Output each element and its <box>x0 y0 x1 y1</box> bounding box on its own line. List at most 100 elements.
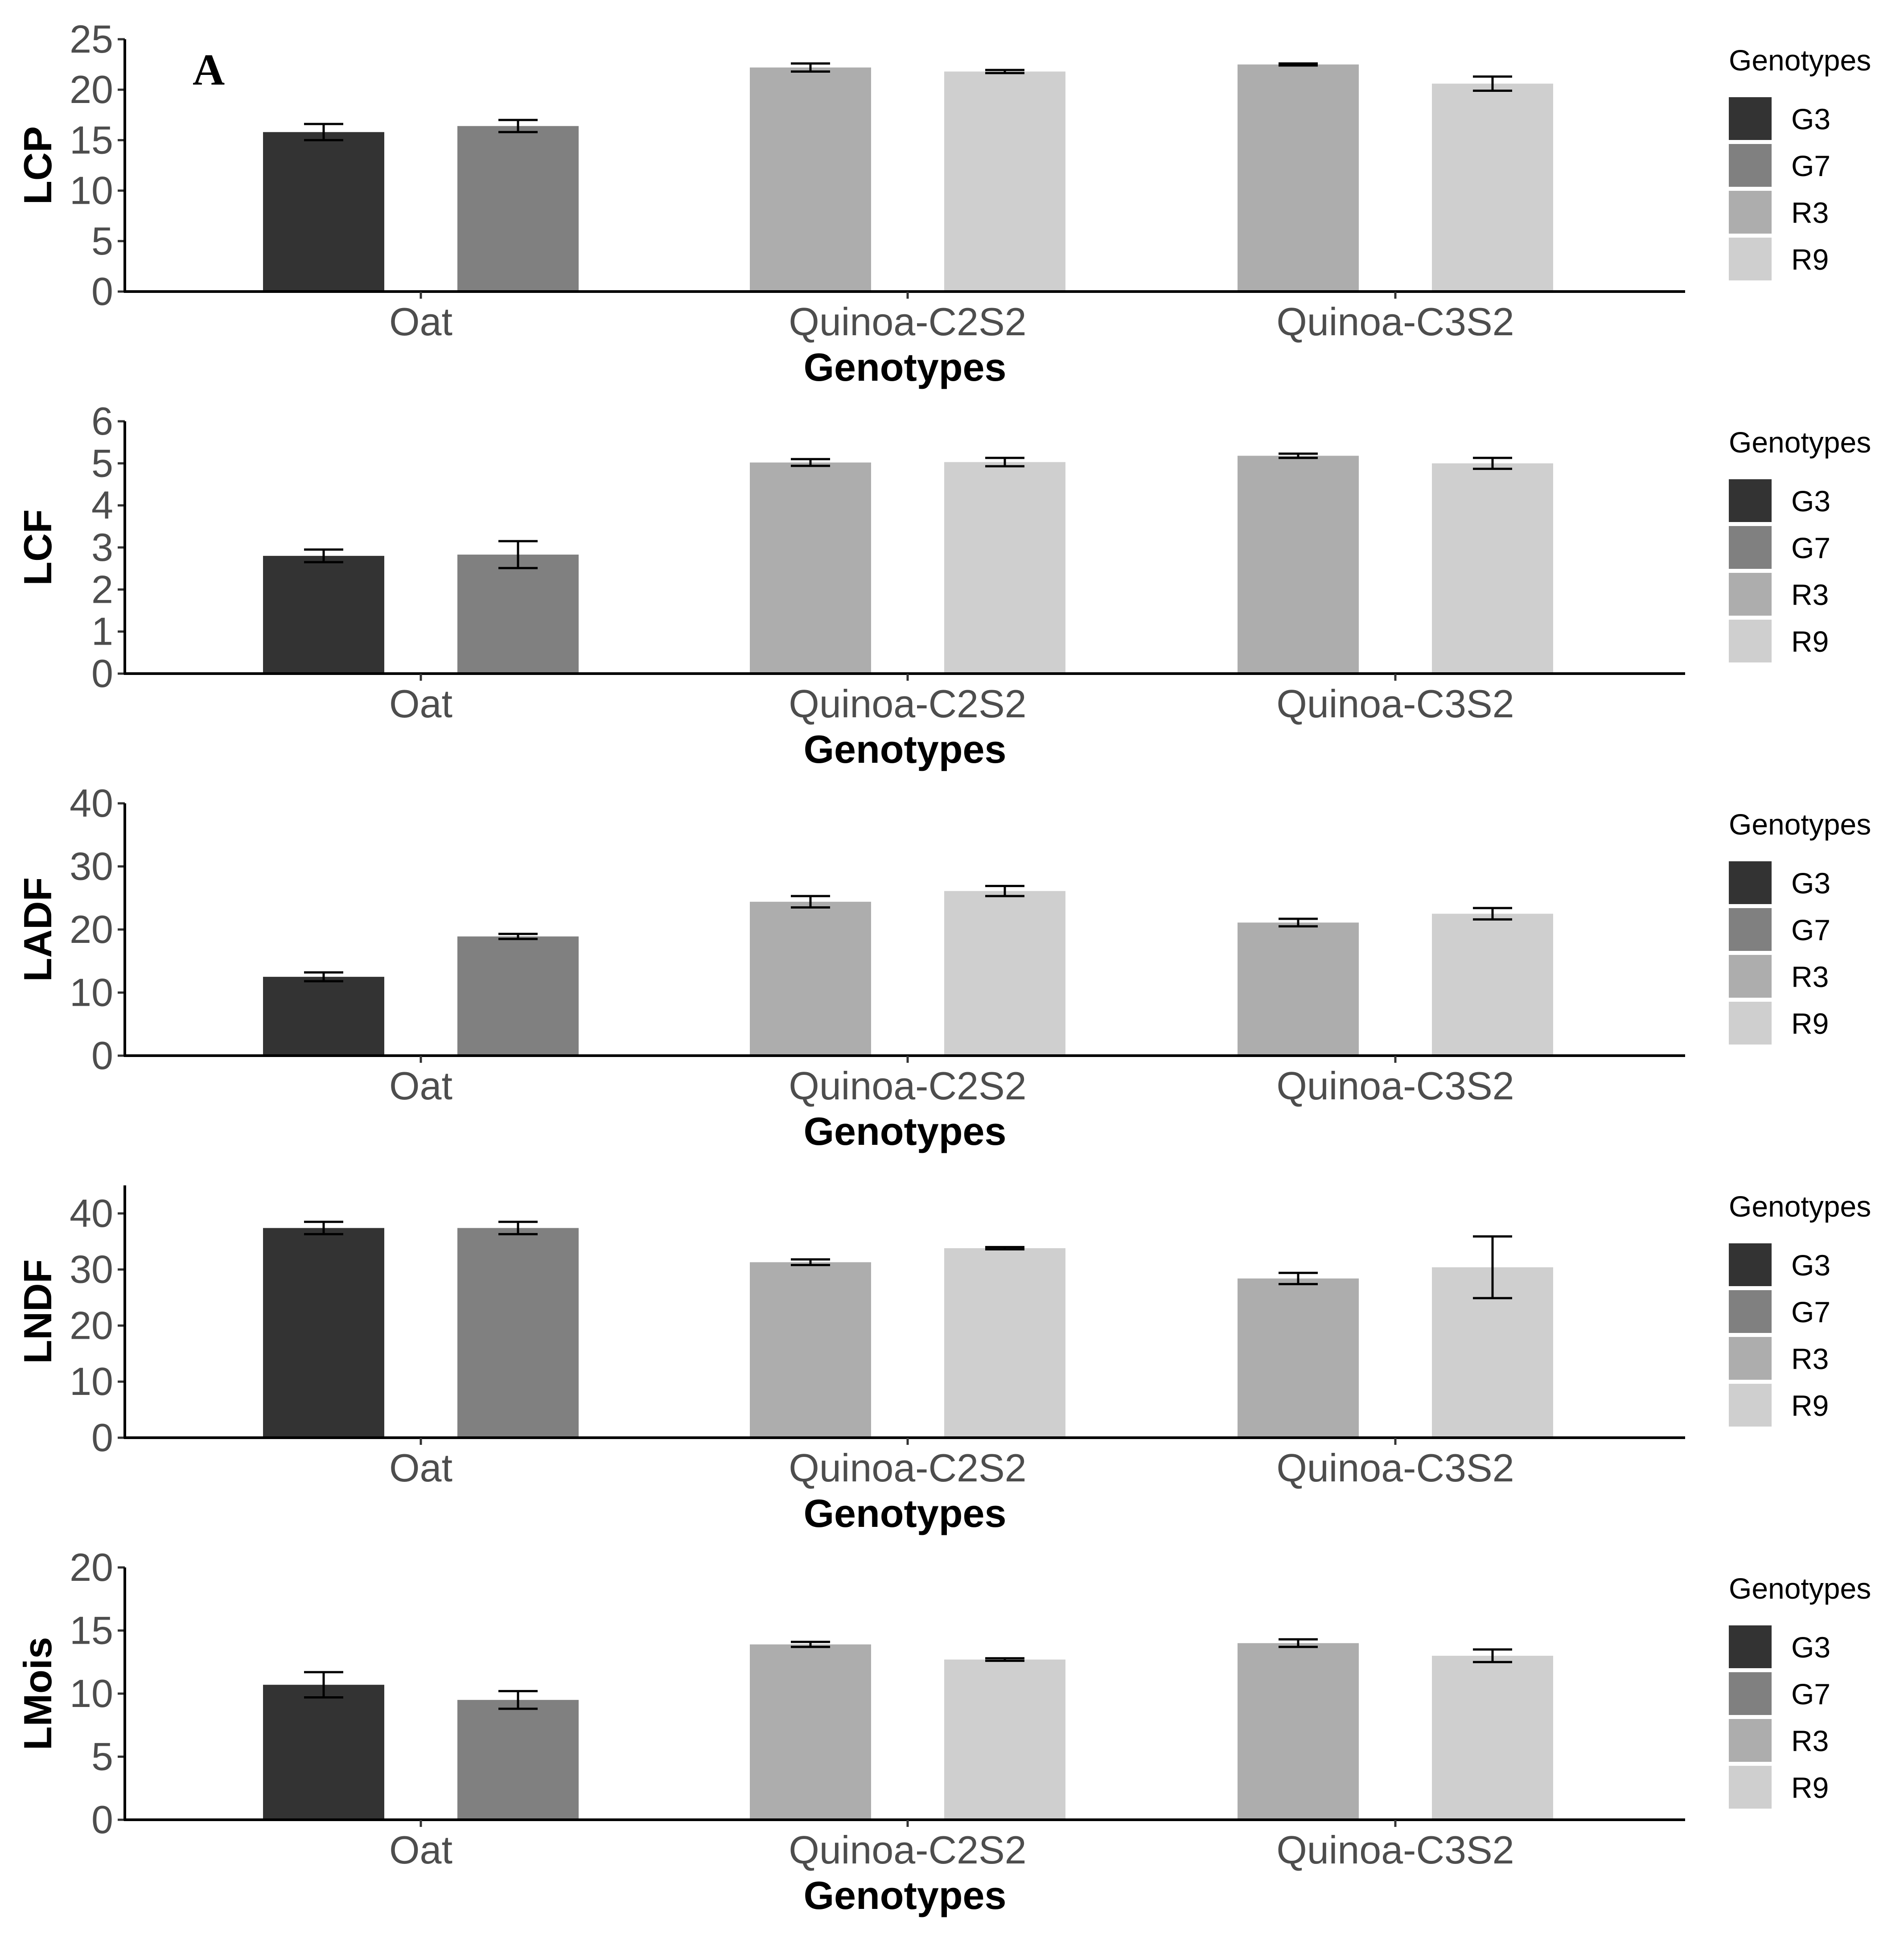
y-tick-label: 0 <box>91 1415 113 1460</box>
legend-key-r3 <box>1729 955 1772 998</box>
error-bar <box>498 540 538 569</box>
legend-key-g7 <box>1729 1672 1772 1715</box>
bar-oat-g7 <box>457 126 579 292</box>
error-bar <box>498 119 538 133</box>
bar-oat-g3 <box>263 1228 384 1438</box>
bar-quinoa-c2s2-r9 <box>944 1248 1065 1438</box>
bar-quinoa-c3s2-r3 <box>1238 1278 1359 1438</box>
error-bar <box>791 1258 830 1267</box>
bar-quinoa-c3s2-r3 <box>1238 922 1359 1056</box>
legend: Genotypes G3 G7 R3 R9 <box>1729 426 1871 662</box>
x-axis-title: Genotypes <box>804 727 1007 771</box>
y-axis-title: LADF <box>16 877 60 982</box>
x-tick-label: Oat <box>389 1828 452 1872</box>
y-tick-label: 0 <box>91 651 113 695</box>
x-tick-label: Oat <box>389 300 452 344</box>
error-bar <box>1279 62 1318 67</box>
legend-key-g7 <box>1729 526 1772 569</box>
y-tick-label: 30 <box>70 844 113 888</box>
y-tick-label: 20 <box>70 907 113 951</box>
legend-label: G7 <box>1791 913 1830 946</box>
legend-label: R3 <box>1791 1724 1829 1757</box>
error-bar <box>1473 457 1512 470</box>
y-axis-title: LCF <box>16 509 60 585</box>
y-tick-label: 6 <box>91 399 113 443</box>
panel-lcp: 0 5 10 15 20 25 Oat Quinoa-C2S2 Quinoa-C3S2 Genot… <box>16 17 1871 389</box>
legend-key-g7 <box>1729 144 1772 187</box>
y-tick-label: 0 <box>91 1797 113 1842</box>
y-tick-label: 20 <box>70 67 113 111</box>
x-tick-label: Oat <box>389 682 452 726</box>
legend-key-g3 <box>1729 1625 1772 1668</box>
x-tick-label: Oat <box>389 1064 452 1108</box>
y-axis-title: LMois <box>16 1637 60 1750</box>
y-tick-label: 15 <box>70 1608 113 1653</box>
error-bar <box>985 1657 1024 1662</box>
bar-quinoa-c3s2-r9 <box>1432 1656 1553 1820</box>
legend-key-r9 <box>1729 620 1772 662</box>
y-axis-title: LCP <box>16 126 60 205</box>
y-tick-label: 5 <box>91 219 113 263</box>
x-tick-label: Quinoa-C3S2 <box>1276 300 1514 344</box>
bar-oat-g7 <box>457 1228 579 1438</box>
legend-key-g3 <box>1729 97 1772 140</box>
legend-key-r3 <box>1729 191 1772 234</box>
legend-label: R3 <box>1791 960 1829 993</box>
y-tick-label: 10 <box>70 971 113 1015</box>
y-tick-label: 15 <box>70 118 113 162</box>
bar-quinoa-c2s2-r3 <box>750 1262 871 1438</box>
y-tick-label: 4 <box>91 483 113 527</box>
x-tick-label: Oat <box>389 1446 452 1490</box>
legend-key-g3 <box>1729 861 1772 904</box>
bar-quinoa-c3s2-r3 <box>1238 64 1359 292</box>
y-tick-label: 10 <box>70 169 113 213</box>
y-tick-label: 40 <box>70 1191 113 1235</box>
legend-key-r9 <box>1729 1766 1772 1809</box>
error-bar <box>1279 452 1318 459</box>
error-bar <box>1473 907 1512 921</box>
legend-label: R9 <box>1791 1389 1829 1422</box>
error-bar <box>498 1221 538 1235</box>
panel-ladf: 0 10 20 30 40 Oat Quinoa-C2S2 Quinoa-C3S2 Genoty… <box>16 781 1871 1153</box>
figure-label: A <box>193 45 225 95</box>
x-axis-title: Genotypes <box>804 345 1007 389</box>
error-bar <box>304 1671 343 1699</box>
panel-lmois: 0 5 10 15 20 Oat Quinoa-C2S2 Quinoa-C3S2 Genotyp… <box>16 1545 1871 1917</box>
legend-key-r3 <box>1729 573 1772 616</box>
y-tick-label: 30 <box>70 1247 113 1291</box>
legend-key-g7 <box>1729 1290 1772 1333</box>
y-tick-label: 5 <box>91 1735 113 1779</box>
error-bar <box>1473 1235 1512 1300</box>
y-tick-label: 0 <box>91 1033 113 1078</box>
legend-title: Genotypes <box>1729 1572 1871 1605</box>
y-tick-label: 40 <box>70 781 113 825</box>
error-bar <box>304 548 343 563</box>
legend-label: R9 <box>1791 1771 1829 1804</box>
legend-label: G7 <box>1791 1678 1830 1711</box>
error-bar <box>1473 75 1512 92</box>
legend-label: G3 <box>1791 485 1830 518</box>
error-bar <box>1279 917 1318 928</box>
y-tick-label: 20 <box>70 1303 113 1347</box>
bar-quinoa-c2s2-r9 <box>944 71 1065 292</box>
x-tick-label: Quinoa-C3S2 <box>1276 1828 1514 1872</box>
legend-label: R3 <box>1791 578 1829 611</box>
bar-oat-g7 <box>457 1700 579 1820</box>
panel-lndf: 0 10 20 30 40 Oat Quinoa-C2S2 Quinoa-C3S2 Genoty… <box>16 1185 1871 1535</box>
bar-oat-g3 <box>263 977 384 1056</box>
bar-quinoa-c3s2-r3 <box>1238 456 1359 674</box>
error-bar <box>498 933 538 940</box>
legend-label: G3 <box>1791 103 1830 136</box>
y-tick-label: 25 <box>70 17 113 61</box>
error-bar <box>498 1690 538 1710</box>
bar-quinoa-c2s2-r3 <box>750 462 871 674</box>
legend-label: R9 <box>1791 625 1829 658</box>
legend-key-g7 <box>1729 908 1772 951</box>
x-axis-title: Genotypes <box>804 1109 1007 1153</box>
bar-quinoa-c3s2-r9 <box>1432 913 1553 1056</box>
legend-label: R9 <box>1791 1007 1829 1040</box>
legend-key-g3 <box>1729 479 1772 522</box>
